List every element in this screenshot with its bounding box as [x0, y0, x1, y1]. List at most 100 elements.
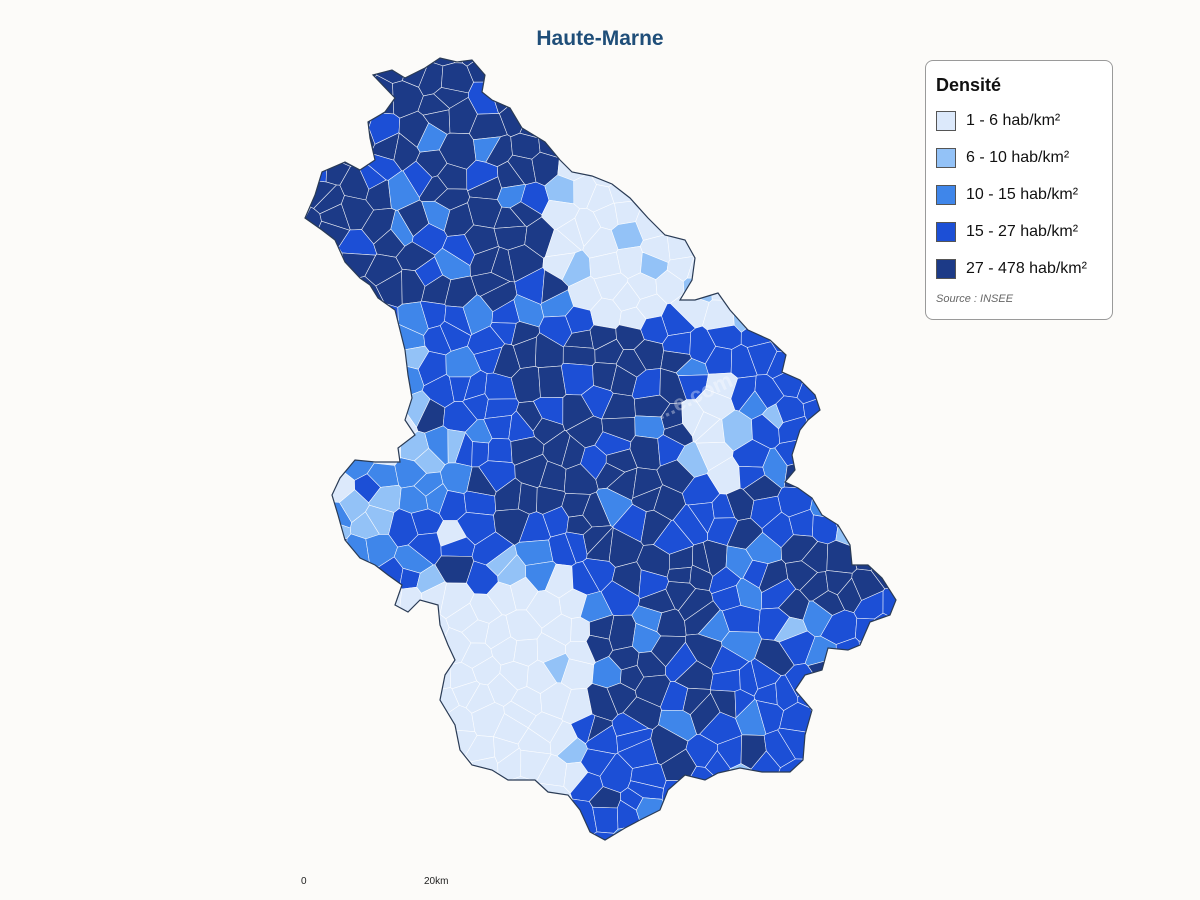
- commune-zone[interactable]: [774, 153, 804, 184]
- commune-zone[interactable]: [710, 779, 747, 812]
- commune-zone[interactable]: [878, 465, 931, 503]
- commune-zone[interactable]: [350, 784, 384, 809]
- commune-zone[interactable]: [242, 744, 301, 795]
- commune-zone[interactable]: [243, 372, 299, 428]
- commune-zone[interactable]: [560, 54, 597, 81]
- commune-zone[interactable]: [295, 301, 329, 328]
- commune-zone[interactable]: [416, 9, 456, 67]
- commune-zone[interactable]: [882, 648, 932, 705]
- commune-zone[interactable]: [867, 508, 904, 535]
- commune-zone[interactable]: [751, 278, 792, 313]
- commune-zone[interactable]: [719, 7, 760, 65]
- commune-zone[interactable]: [487, 437, 513, 463]
- commune-zone[interactable]: [640, 827, 674, 885]
- commune-zone[interactable]: [858, 706, 892, 737]
- commune-zone[interactable]: [246, 725, 300, 758]
- commune-zone[interactable]: [510, 132, 541, 160]
- commune-zone[interactable]: [709, 134, 738, 166]
- commune-zone[interactable]: [645, 25, 686, 74]
- commune-zone[interactable]: [320, 129, 360, 167]
- commune-zone[interactable]: [726, 147, 755, 186]
- commune-zone[interactable]: [741, 770, 762, 807]
- commune-zone[interactable]: [348, 363, 377, 401]
- commune-zone[interactable]: [733, 130, 770, 161]
- commune-zone[interactable]: [686, 156, 715, 181]
- commune-zone[interactable]: [409, 698, 442, 735]
- commune-zone[interactable]: [279, 499, 318, 530]
- commune-zone[interactable]: [712, 77, 738, 110]
- commune-zone[interactable]: [783, 175, 805, 207]
- commune-zone[interactable]: [679, 200, 709, 224]
- commune-zone[interactable]: [701, 199, 736, 225]
- commune-zone[interactable]: [497, 781, 528, 814]
- commune-zone[interactable]: [292, 823, 327, 878]
- commune-zone[interactable]: [635, 797, 666, 828]
- commune-zone[interactable]: [874, 70, 928, 112]
- commune-zone[interactable]: [412, 612, 450, 646]
- commune-zone[interactable]: [869, 277, 916, 314]
- commune-zone[interactable]: [634, 180, 662, 211]
- commune-zone[interactable]: [340, 337, 368, 368]
- commune-zone[interactable]: [708, 822, 740, 867]
- commune-zone[interactable]: [805, 330, 840, 362]
- commune-zone[interactable]: [739, 62, 765, 94]
- commune-zone[interactable]: [834, 713, 865, 746]
- commune-zone[interactable]: [833, 498, 865, 529]
- commune-zone[interactable]: [658, 184, 684, 216]
- commune-zone[interactable]: [374, 707, 400, 740]
- commune-zone[interactable]: [376, 583, 403, 614]
- commune-zone[interactable]: [350, 567, 381, 596]
- commune-zone[interactable]: [323, 375, 355, 409]
- commune-zone[interactable]: [822, 388, 849, 421]
- commune-zone[interactable]: [762, 179, 789, 210]
- commune-zone[interactable]: [809, 108, 843, 138]
- commune-zone[interactable]: [542, 97, 583, 132]
- commune-zone[interactable]: [832, 377, 859, 413]
- commune-zone[interactable]: [829, 319, 864, 349]
- commune-zone[interactable]: [660, 54, 691, 89]
- commune-zone[interactable]: [803, 55, 828, 87]
- commune-zone[interactable]: [240, 327, 301, 375]
- commune-zone[interactable]: [451, 834, 492, 887]
- commune-zone[interactable]: [364, 335, 396, 362]
- commune-zone[interactable]: [885, 699, 940, 757]
- commune-zone[interactable]: [254, 421, 311, 456]
- commune-zone[interactable]: [870, 635, 921, 666]
- commune-zone[interactable]: [508, 807, 547, 840]
- commune-zone[interactable]: [326, 633, 352, 666]
- commune-zone[interactable]: [366, 631, 403, 665]
- commune-zone[interactable]: [256, 159, 313, 195]
- commune-zone[interactable]: [362, 5, 419, 60]
- commune-zone[interactable]: [848, 268, 877, 296]
- commune-zone[interactable]: [299, 325, 329, 365]
- commune-zone[interactable]: [635, 99, 664, 133]
- commune-zone[interactable]: [318, 60, 348, 94]
- commune-zone[interactable]: [871, 684, 912, 714]
- commune-zone[interactable]: [718, 57, 750, 82]
- commune-zone[interactable]: [532, 77, 569, 108]
- commune-zone[interactable]: [800, 224, 828, 256]
- commune-zone[interactable]: [869, 233, 901, 262]
- commune-zone[interactable]: [552, 824, 590, 873]
- commune-zone[interactable]: [298, 396, 330, 422]
- commune-zone[interactable]: [439, 804, 473, 840]
- commune-zone[interactable]: [875, 104, 932, 133]
- commune-zone[interactable]: [331, 593, 358, 626]
- commune-zone[interactable]: [361, 414, 391, 443]
- commune-zone[interactable]: [518, 482, 538, 515]
- commune-zone[interactable]: [373, 612, 407, 651]
- commune-zone[interactable]: [430, 769, 463, 808]
- commune-zone[interactable]: [731, 211, 762, 241]
- commune-zone[interactable]: [490, 60, 515, 82]
- commune-zone[interactable]: [782, 87, 816, 120]
- commune-zone[interactable]: [870, 805, 914, 833]
- commune-zone[interactable]: [825, 442, 858, 475]
- commune-zone[interactable]: [860, 666, 884, 695]
- commune-zone[interactable]: [809, 797, 834, 832]
- commune-zone[interactable]: [735, 224, 772, 255]
- commune-zone[interactable]: [797, 676, 833, 709]
- commune-zone[interactable]: [863, 147, 908, 177]
- commune-zone[interactable]: [242, 432, 297, 493]
- commune-zone[interactable]: [804, 464, 838, 498]
- commune-zone[interactable]: [253, 505, 308, 538]
